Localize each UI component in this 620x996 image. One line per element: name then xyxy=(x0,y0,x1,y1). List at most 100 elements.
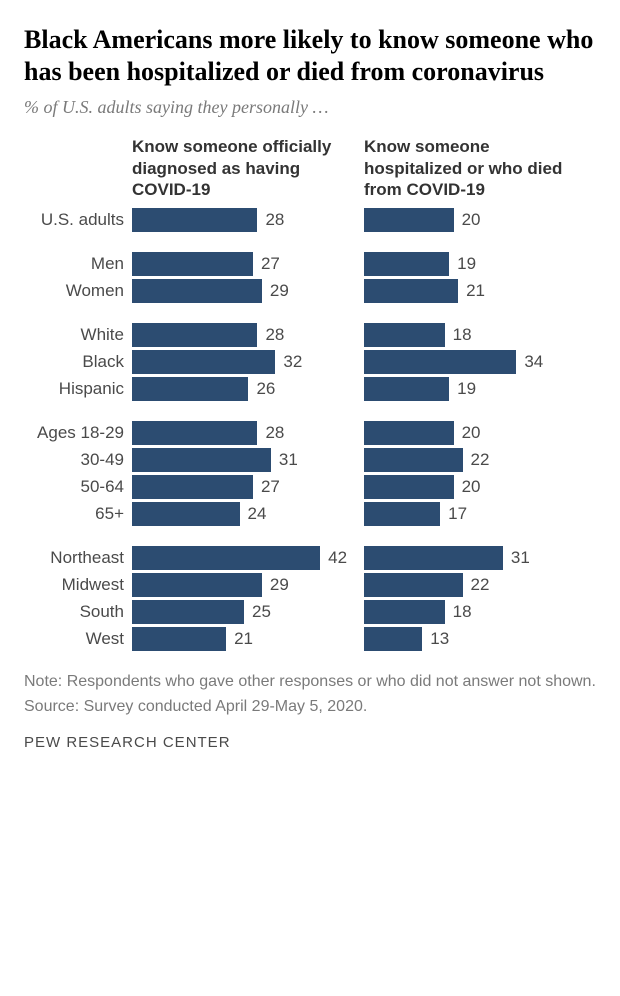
row-label: 30-49 xyxy=(24,450,132,470)
row-label: Women xyxy=(24,281,132,301)
row-label: West xyxy=(24,629,132,649)
group: U.S. adults 28 20 xyxy=(24,208,596,232)
bar-cell: 22 xyxy=(364,448,596,472)
bar-cell: 26 xyxy=(132,377,364,401)
bar-value: 19 xyxy=(449,254,476,274)
bar xyxy=(364,573,463,597)
bar-value: 13 xyxy=(422,629,449,649)
series-header-text-1: Know someone hospitalized or who died fr… xyxy=(364,136,588,208)
chart-source: Source: Survey conducted April 29-May 5,… xyxy=(24,696,596,718)
table-row: U.S. adults 28 20 xyxy=(24,208,596,232)
bar-value: 32 xyxy=(275,352,302,372)
table-row: Midwest 29 22 xyxy=(24,573,596,597)
row-label: Black xyxy=(24,352,132,372)
bar-value: 24 xyxy=(240,504,267,524)
bar-value: 20 xyxy=(454,210,481,230)
bar xyxy=(364,279,458,303)
bar-value: 27 xyxy=(253,254,280,274)
bar-value: 18 xyxy=(445,325,472,345)
bar xyxy=(132,421,257,445)
bar xyxy=(132,350,275,374)
bar-cell: 20 xyxy=(364,421,596,445)
bar xyxy=(364,546,503,570)
bar-cell: 27 xyxy=(132,252,364,276)
bar xyxy=(132,502,240,526)
bar-value: 22 xyxy=(463,450,490,470)
bar xyxy=(132,627,226,651)
groups-container: U.S. adults 28 20 Men 27 19 Women 29 21 White 28 18… xyxy=(24,208,596,651)
bar-value: 29 xyxy=(262,281,289,301)
bar xyxy=(364,600,445,624)
group: Northeast4231Midwest2922South2518West211… xyxy=(24,546,596,651)
bar-cell: 32 xyxy=(132,350,364,374)
bar xyxy=(132,546,320,570)
bar xyxy=(132,573,262,597)
series-header-1: Know someone hospitalized or who died fr… xyxy=(364,136,596,208)
bar-cell: 19 xyxy=(364,252,596,276)
bar-cell: 28 xyxy=(132,323,364,347)
row-label: Midwest xyxy=(24,575,132,595)
table-row: Hispanic2619 xyxy=(24,377,596,401)
bar-value: 28 xyxy=(257,325,284,345)
bar-cell: 34 xyxy=(364,350,596,374)
bar-value: 28 xyxy=(257,210,284,230)
bar-cell: 17 xyxy=(364,502,596,526)
chart-title: Black Americans more likely to know some… xyxy=(24,24,596,87)
bar-cell: 13 xyxy=(364,627,596,651)
bar xyxy=(364,475,454,499)
bar-value: 18 xyxy=(445,602,472,622)
table-row: South2518 xyxy=(24,600,596,624)
series-header-text-0: Know someone officially diagnosed as hav… xyxy=(132,136,356,208)
bar-value: 31 xyxy=(271,450,298,470)
bar-cell: 31 xyxy=(132,448,364,472)
bar xyxy=(364,448,463,472)
bar-cell: 20 xyxy=(364,475,596,499)
bar-cell: 28 xyxy=(132,208,364,232)
bar-cell: 21 xyxy=(364,279,596,303)
bar xyxy=(364,377,449,401)
table-row: 65+ 24 17 xyxy=(24,502,596,526)
table-row: White 28 18 xyxy=(24,323,596,347)
bar-value: 21 xyxy=(458,281,485,301)
table-row: 50-642720 xyxy=(24,475,596,499)
bar-cell: 29 xyxy=(132,279,364,303)
bar-value: 26 xyxy=(248,379,275,399)
row-label: White xyxy=(24,325,132,345)
bar-value: 21 xyxy=(226,629,253,649)
bar-cell: 24 xyxy=(132,502,364,526)
chart-note: Note: Respondents who gave other respons… xyxy=(24,671,596,693)
row-label: 65+ xyxy=(24,504,132,524)
row-label: Northeast xyxy=(24,548,132,568)
bar-value: 25 xyxy=(244,602,271,622)
bar-cell: 29 xyxy=(132,573,364,597)
bar-value: 29 xyxy=(262,575,289,595)
table-row: 30-49 31 22 xyxy=(24,448,596,472)
series-header-0: Know someone officially diagnosed as hav… xyxy=(132,136,364,208)
bar-cell: 19 xyxy=(364,377,596,401)
table-row: Ages 18-292820 xyxy=(24,421,596,445)
row-label: U.S. adults xyxy=(24,210,132,230)
bar-cell: 28 xyxy=(132,421,364,445)
bar-value: 20 xyxy=(454,423,481,443)
bar-value: 31 xyxy=(503,548,530,568)
chart-area: Know someone officially diagnosed as hav… xyxy=(24,136,596,651)
bar xyxy=(364,208,454,232)
bar xyxy=(364,421,454,445)
bar xyxy=(364,502,440,526)
bar-value: 28 xyxy=(257,423,284,443)
table-row: Women 29 21 xyxy=(24,279,596,303)
bar-cell: 27 xyxy=(132,475,364,499)
bar xyxy=(132,208,257,232)
row-label: 50-64 xyxy=(24,477,132,497)
bar xyxy=(132,252,253,276)
bar xyxy=(132,475,253,499)
label-column-spacer xyxy=(24,136,132,208)
group: Men 27 19 Women 29 21 xyxy=(24,252,596,303)
bar-value: 22 xyxy=(463,575,490,595)
bar xyxy=(132,323,257,347)
row-label: Men xyxy=(24,254,132,274)
table-row: West 21 13 xyxy=(24,627,596,651)
table-row: Men 27 19 xyxy=(24,252,596,276)
attribution: PEW RESEARCH CENTER xyxy=(24,734,596,751)
group: Ages 18-29282030-49312250-64272065+2417 xyxy=(24,421,596,526)
